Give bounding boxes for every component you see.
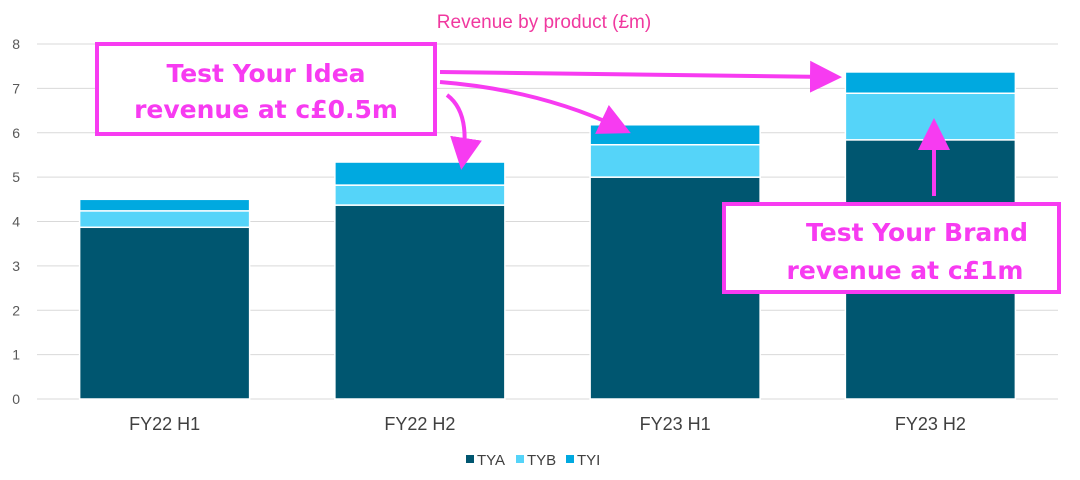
x-tick-label: FY22 H2 [384,414,455,434]
bar-tya-fy22-h2 [334,204,506,400]
callout-box-idea [95,42,437,136]
legend-swatch [466,455,474,463]
bar-tyb-fy22-h1 [78,210,251,229]
y-axis: 0 1 2 3 4 5 6 7 8 [12,36,20,407]
arrow-idea-to-fy23h2 [439,60,842,93]
bar-tya-fy22-h1 [78,226,251,400]
bar-tyi-fy22-h1 [78,198,251,212]
legend-label: TYA [477,452,505,469]
callout-brand-line2: revenue at c£1m [787,256,1024,285]
bar-tyb-fy22-h2 [334,184,506,206]
y-tick-label: 5 [12,169,20,185]
legend-swatch [566,455,574,463]
callout-brand-line1: Test Your Brand [806,218,1028,247]
x-tick-label: FY23 H1 [640,414,711,434]
bar-tyi-fy23-h2 [844,71,1017,95]
y-tick-label: 3 [12,258,20,274]
y-tick-label: 8 [12,36,20,52]
bar-tyi-fy23-h1 [589,124,761,146]
chart-title: Revenue by product (£m) [437,12,651,33]
y-tick-label: 1 [12,347,20,363]
y-tick-label: 4 [12,214,20,230]
x-tick-label: FY22 H1 [129,414,200,434]
bar-tyb-fy23-h2 [844,92,1017,141]
x-axis: FY22 H1 FY22 H2 FY23 H1 FY23 H2 [129,414,966,434]
legend-item-tyb: TYB [516,452,556,469]
y-tick-label: 2 [12,302,20,318]
bar-tyi-fy22-h2 [334,161,506,186]
callout-idea-line2: revenue at c£0.5m [134,95,398,124]
legend-swatch [516,455,524,463]
legend-item-tyi: TYI [566,452,600,469]
arrow-idea-to-fy22h2 [445,93,482,170]
y-tick-label: 6 [12,125,20,141]
y-tick-label: 0 [12,391,20,407]
x-tick-label: FY23 H2 [895,414,966,434]
legend: TYA TYB TYI [466,452,600,469]
arrow-idea-to-fy23h1 [439,80,631,134]
legend-label: TYI [577,452,600,469]
legend-item-tya: TYA [466,452,505,469]
y-tick-label: 7 [12,80,20,96]
legend-label: TYB [527,452,556,469]
bar-tyb-fy23-h1 [589,143,761,178]
callout-idea-line1: Test Your Idea [166,59,365,88]
callout-box-brand [722,202,1061,294]
